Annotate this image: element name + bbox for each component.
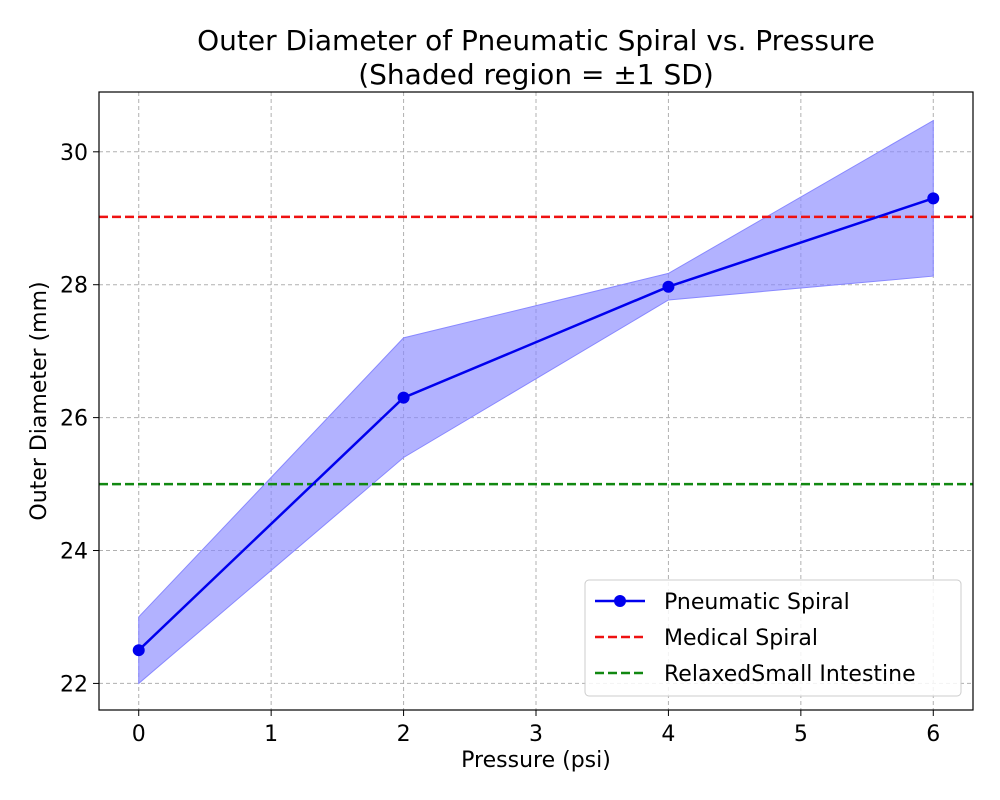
x-axis-label: Pressure (psi): [461, 748, 611, 773]
x-tick-label: 1: [264, 722, 278, 747]
x-tick-label: 2: [397, 722, 411, 747]
chart-title: Outer Diameter of Pneumatic Spiral vs. P…: [197, 24, 875, 57]
series-layer: [132, 192, 940, 657]
series-point: [927, 192, 940, 205]
series-line: [137, 197, 934, 652]
y-tick-label: 22: [60, 672, 88, 697]
x-tick-label: 3: [529, 722, 543, 747]
y-tick-label: 26: [60, 407, 88, 432]
x-tick-label: 6: [926, 722, 940, 747]
y-axis-label: Outer Diameter (mm): [27, 281, 52, 520]
x-tick-label: 4: [661, 722, 675, 747]
series-point: [662, 280, 675, 293]
reference-lines-layer: [99, 215, 973, 486]
legend: Pneumatic Spiral Medical Spiral RelaxedS…: [584, 579, 962, 697]
legend-frame: [584, 579, 962, 697]
legend-label-pneumatic-spiral: Pneumatic Spiral: [664, 590, 850, 615]
series-point: [132, 644, 145, 657]
sd-band-layer: [138, 119, 934, 685]
legend-label-relaxed-small-intestine: RelaxedSmall Intestine: [664, 662, 916, 687]
y-tick-label: 30: [60, 141, 88, 166]
sd-band: [138, 119, 934, 685]
series-point: [397, 391, 410, 404]
chart-subtitle: (Shaded region = ±1 SD): [358, 58, 714, 91]
y-tick-label: 24: [60, 540, 88, 565]
x-tick-label: 0: [132, 722, 146, 747]
tick-layer: 0 1 2 3 4 5 6 22 24 26 28 30: [60, 141, 940, 747]
y-tick-label: 28: [60, 274, 88, 299]
legend-marker-pneumatic-spiral: [614, 595, 626, 607]
x-tick-label: 5: [794, 722, 808, 747]
legend-label-medical-spiral: Medical Spiral: [664, 626, 818, 651]
